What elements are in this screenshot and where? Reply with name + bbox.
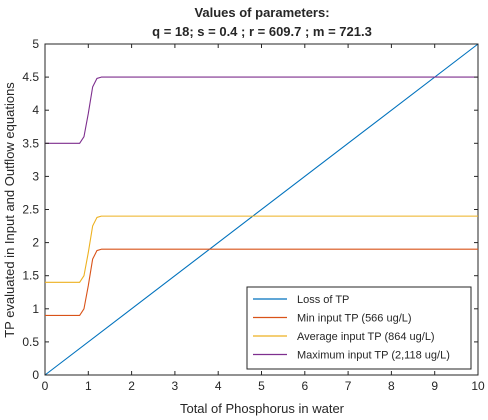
x-tick-label: 2 [128,379,135,393]
y-tick-label: 5 [32,37,39,51]
legend-entry-label: Loss of TP [297,294,349,306]
x-tick-label: 9 [431,379,438,393]
y-tick-label: 0 [32,368,39,382]
y-tick-label: 0.5 [22,335,39,349]
x-tick-label: 10 [471,379,485,393]
y-axis-label: TP evaluated in Input and Outflow equati… [2,82,17,338]
x-tick-label: 1 [85,379,92,393]
y-tick-label: 3 [32,169,39,183]
chart-subtitle: q = 18; s = 0.4 ; r = 609.7 ; m = 721.3 [152,24,372,39]
series-line-2 [45,248,478,316]
legend: Loss of TP Min input TP (566 ug/L) Average… [246,286,472,370]
x-tick-label: 0 [42,379,49,393]
x-tick-label: 8 [388,379,395,393]
y-tick-label: 3.5 [22,136,39,150]
legend-entry-label: Min input TP (566 ug/L) [297,313,412,325]
legend-box [246,286,472,370]
legend-entry-label: Average input TP (864 ug/L) [297,331,435,343]
y-tick-label: 1 [32,302,39,316]
series-line-3 [45,215,478,283]
x-tick-label: 3 [172,379,179,393]
axis-ticks: 0 1 2 3 4 5 6 7 8 9 10 0 0.5 1 1.5 2 2.5 3 3.5 4 4.5 5 [22,37,485,393]
series-layer [44,43,479,376]
chart-title: Values of parameters: [194,5,329,20]
y-tick-label: 4 [32,103,39,117]
y-tick-label: 2.5 [22,203,39,217]
x-axis-label: Total of Phosphorus in water [180,401,345,416]
x-tick-label: 5 [258,379,265,393]
legend-entry-label: Maximum input TP (2,118 ug/L) [297,350,450,362]
series-line-4 [45,76,478,144]
x-tick-label: 7 [345,379,352,393]
x-tick-label: 4 [215,379,222,393]
y-tick-label: 4.5 [22,70,39,84]
y-tick-label: 1.5 [22,269,39,283]
x-tick-label: 6 [301,379,308,393]
y-tick-label: 2 [32,236,39,250]
series-line-1 [44,43,479,376]
